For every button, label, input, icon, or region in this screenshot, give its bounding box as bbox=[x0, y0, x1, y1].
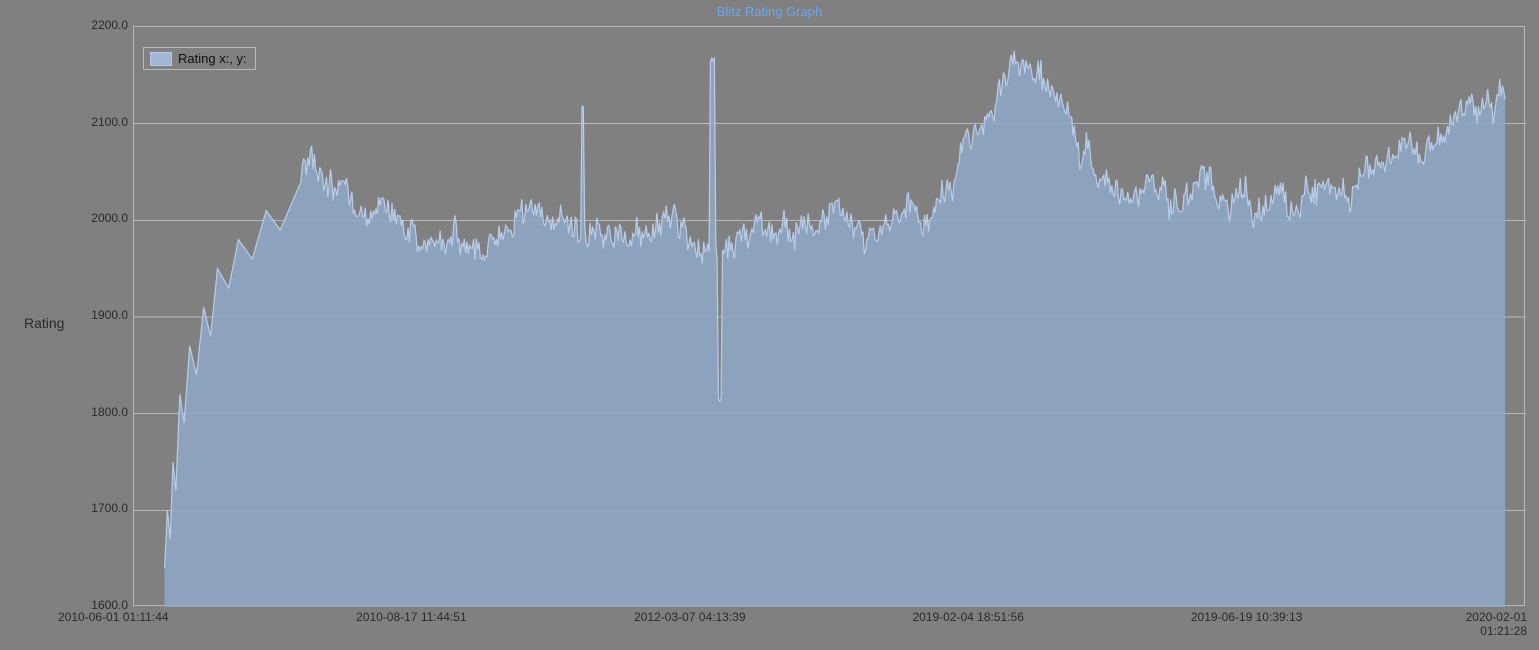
y-tick-label: 1700.0 bbox=[78, 501, 128, 515]
x-tick-label: 2012-03-07 04:13:39 bbox=[615, 610, 765, 624]
x-tick-label: 2019-02-04 18:51:56 bbox=[893, 610, 1043, 624]
legend-swatch bbox=[150, 52, 172, 66]
legend-label: Rating x:, y: bbox=[178, 51, 247, 66]
x-tick-label: 2019-06-19 10:39:13 bbox=[1172, 610, 1322, 624]
plot-area bbox=[133, 26, 1525, 606]
y-tick-label: 1800.0 bbox=[78, 405, 128, 419]
y-tick-label: 2000.0 bbox=[78, 211, 128, 225]
y-axis-label: Rating bbox=[24, 315, 64, 331]
x-tick-label: 2020-02-0101:21:28 bbox=[1447, 610, 1527, 638]
x-tick-label: 2010-08-17 11:44:51 bbox=[336, 610, 486, 624]
x-tick-label: 2010-06-01 01:11:44 bbox=[58, 610, 208, 624]
legend: Rating x:, y: bbox=[143, 47, 256, 70]
y-tick-label: 1900.0 bbox=[78, 308, 128, 322]
rating-area bbox=[165, 51, 1506, 607]
y-tick-label: 2200.0 bbox=[78, 18, 128, 32]
chart-svg bbox=[134, 27, 1526, 607]
chart-title: Blitz Rating Graph bbox=[0, 4, 1539, 19]
y-tick-label: 2100.0 bbox=[78, 115, 128, 129]
